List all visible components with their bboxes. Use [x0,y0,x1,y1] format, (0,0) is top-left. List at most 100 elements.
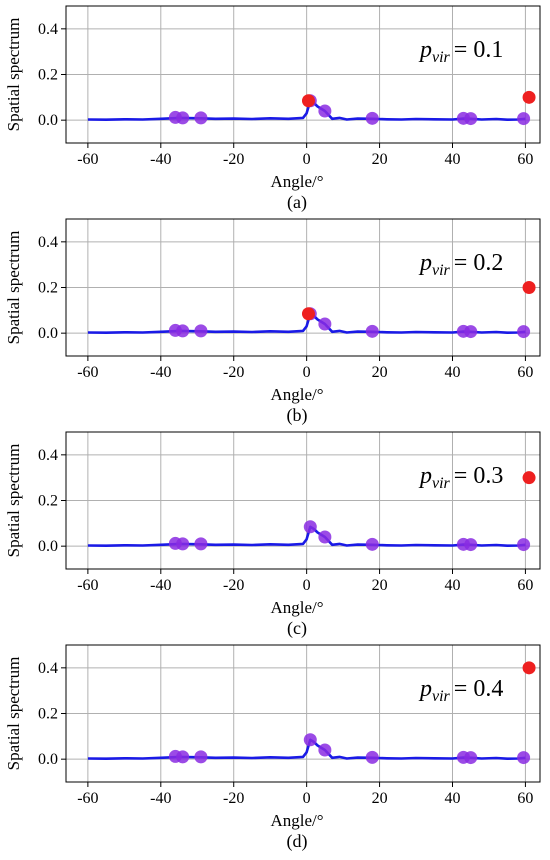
estimate-marker [365,750,379,764]
virtual-source-marker [301,307,315,321]
x-tick-label: 0 [303,577,311,594]
estimate-marker [176,324,190,338]
annotation-equation: = 0.4 [454,676,504,702]
annotation-subscript: vir [432,262,451,279]
x-tick-label: -40 [150,577,171,594]
y-tick-label: 0.2 [38,706,58,723]
annotation-subscript: vir [432,688,451,705]
annotation: pvir = 0.1 [418,37,503,66]
chart-panel-4: -60 -40 -20 0 20 40 60 0.0 0.2 0.4 pvir = 0.4 Angle/… [4,644,541,852]
annotation-equation: = 0.2 [454,250,504,276]
plot-frame [65,5,541,144]
virtual-source-marker [522,471,536,485]
x-tick-label: 60 [517,151,533,168]
x-tick-label: -40 [150,364,171,381]
annotation: pvir = 0.2 [418,250,503,279]
x-tick-label: 20 [372,577,388,594]
estimate-marker [194,111,208,125]
annotation: pvir = 0.4 [418,676,503,705]
estimate-marker [194,537,208,551]
x-tick-label: 60 [517,577,533,594]
virtual-source-marker [522,281,536,294]
annotation-symbol: p [418,37,432,63]
estimate-marker [303,733,317,747]
plot-frame [65,431,541,570]
x-tick-label: 0 [303,151,311,168]
estimate-marker [176,537,190,551]
x-tick-label: 40 [444,790,460,807]
panel-label: (a) [287,192,307,213]
annotation: pvir = 0.3 [418,463,503,492]
estimate-marker [464,538,478,552]
x-tick-label: -20 [223,577,244,594]
x-tick-label: 60 [517,790,533,807]
x-tick-label: 60 [517,364,533,381]
panel-label: (b) [287,405,308,426]
x-tick-label: -60 [77,364,98,381]
estimate-marker [318,530,332,544]
y-tick-label: 0.0 [38,112,58,129]
y-tick-label: 0.0 [38,538,58,555]
estimate-marker [318,104,332,118]
y-axis-label: Spatial spectrum [4,231,23,345]
x-tick-label: -40 [150,790,171,807]
x-tick-label: -40 [150,151,171,168]
y-tick-label: 0.0 [38,325,58,342]
x-tick-label: 20 [372,364,388,381]
estimate-marker [176,750,190,764]
plot-frame [65,218,541,357]
estimate-marker [194,324,208,338]
panel-label: (d) [287,831,308,852]
x-axis-label: Angle/° [270,172,323,191]
y-tick-label: 0.2 [38,280,58,297]
estimate-marker [517,325,531,339]
estimate-marker [194,750,208,764]
x-tick-label: 20 [372,790,388,807]
annotation-subscript: vir [432,475,451,492]
x-tick-label: 20 [372,151,388,168]
estimate-marker [303,520,317,534]
y-tick-label: 0.4 [38,21,58,38]
x-axis-label: Angle/° [270,598,323,617]
chart-panel-2: -60 -40 -20 0 20 40 60 0.0 0.2 0.4 pvir = 0.2 Angle/… [4,218,541,426]
y-axis-label: Spatial spectrum [4,444,23,558]
estimate-marker [464,325,478,339]
estimate-marker [365,111,379,125]
x-tick-label: -20 [223,364,244,381]
y-tick-label: 0.2 [38,67,58,84]
x-tick-label: 40 [444,151,460,168]
estimate-marker [464,751,478,765]
estimate-marker [176,111,190,125]
x-axis-label: Angle/° [270,811,323,830]
virtual-source-marker [522,661,536,675]
panel-label: (c) [287,618,307,639]
x-tick-label: -20 [223,151,244,168]
x-tick-label: -60 [77,577,98,594]
y-axis-label: Spatial spectrum [4,18,23,132]
annotation-subscript: vir [432,49,451,66]
annotation-symbol: p [418,463,432,489]
x-tick-label: -20 [223,790,244,807]
estimate-marker [365,537,379,551]
virtual-source-marker [522,90,536,104]
x-tick-label: 40 [444,577,460,594]
estimate-marker [517,112,531,126]
y-tick-label: 0.4 [38,660,58,677]
estimate-marker [517,751,531,765]
x-axis-label: Angle/° [270,385,323,404]
virtual-source-marker [301,94,315,108]
y-tick-label: 0.4 [38,447,58,464]
estimate-marker [464,112,478,126]
annotation-equation: = 0.3 [454,463,504,489]
estimate-marker [517,538,531,552]
y-axis-label: Spatial spectrum [4,657,23,771]
x-tick-label: -60 [77,790,98,807]
x-tick-label: 0 [303,790,311,807]
estimate-marker [318,743,332,757]
chart-panel-3: -60 -40 -20 0 20 40 60 0.0 0.2 0.4 pvir = 0.3 Angle/… [4,431,541,639]
x-tick-label: 40 [444,364,460,381]
estimate-marker [318,317,332,331]
chart-panel-1: -60 -40 -20 0 20 40 60 0.0 0.2 0.4 pvir = 0.1 Angle/… [4,5,541,213]
annotation-symbol: p [418,676,432,702]
